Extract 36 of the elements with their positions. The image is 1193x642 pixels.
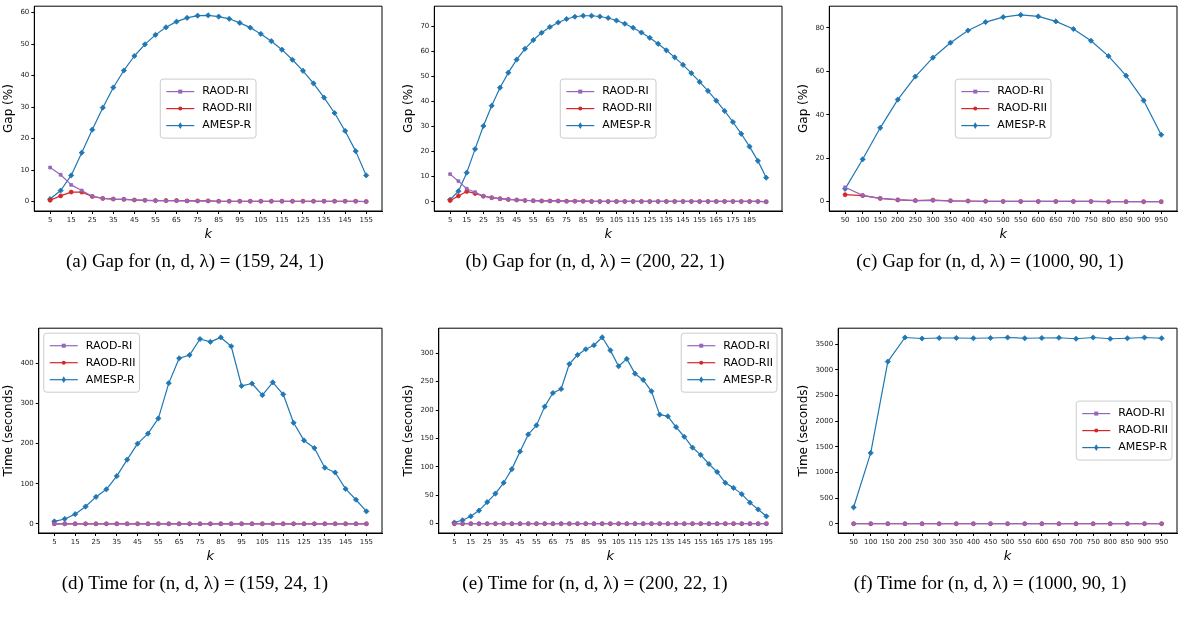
x-axis-title: k xyxy=(999,225,1008,241)
legend-label: AMESP-R xyxy=(1118,440,1168,454)
text: (f) Time for (n, d, λ) = (1000, 90, 1) xyxy=(852,572,1128,594)
y-axis-title: Gap (%) xyxy=(796,84,811,134)
legend-label: RAOD-RII xyxy=(85,355,136,369)
legend-label: AMESP-R xyxy=(997,118,1047,132)
legend-label: RAOD-RII xyxy=(1118,423,1169,437)
x-axis-title: k xyxy=(206,547,215,563)
legend-label: RAOD-RI xyxy=(202,84,249,98)
text: (a) Gap for (n, d, λ) = (159, 24, 1) xyxy=(65,250,325,272)
legend-label: RAOD-RI xyxy=(997,84,1044,98)
x-axis-title: k xyxy=(606,547,615,563)
x-axis-title: k xyxy=(1003,547,1012,563)
legend-label: AMESP-R xyxy=(202,118,252,132)
y-axis-title: Gap (%) xyxy=(1,84,16,134)
y-axis-title: Gap (%) xyxy=(401,84,416,134)
text: (b) Gap for (n, d, λ) = (200, 22, 1) xyxy=(464,250,726,272)
y-axis-title: Time (seconds) xyxy=(1,384,16,478)
legend-label: RAOD-RII xyxy=(202,101,253,115)
legend-label: AMESP-R xyxy=(602,118,652,132)
text: (d) Time for (n, d, λ) = (159, 24, 1) xyxy=(60,572,330,594)
legend-label: AMESP-R xyxy=(85,372,136,386)
legend-label: RAOD-RII xyxy=(723,355,774,369)
legend-label: RAOD-RII xyxy=(602,101,653,115)
legend-label: RAOD-RII xyxy=(997,101,1048,115)
y-axis-title: Time (seconds) xyxy=(796,384,811,478)
legend-label: AMESP-R xyxy=(723,372,773,386)
x-axis-title: k xyxy=(604,225,613,241)
text: (e) Time for (n, d, λ) = (200, 22, 1) xyxy=(461,572,729,594)
y-axis-title: Time (seconds) xyxy=(401,384,416,478)
legend-label: RAOD-RI xyxy=(1118,406,1165,420)
x-axis-title: k xyxy=(204,225,213,241)
text: (c) Gap for (n, d, λ) = (1000, 90, 1) xyxy=(855,250,1125,272)
legend-label: RAOD-RI xyxy=(723,338,770,352)
legend-label: RAOD-RI xyxy=(85,338,133,352)
legend-label: RAOD-RI xyxy=(602,84,649,98)
